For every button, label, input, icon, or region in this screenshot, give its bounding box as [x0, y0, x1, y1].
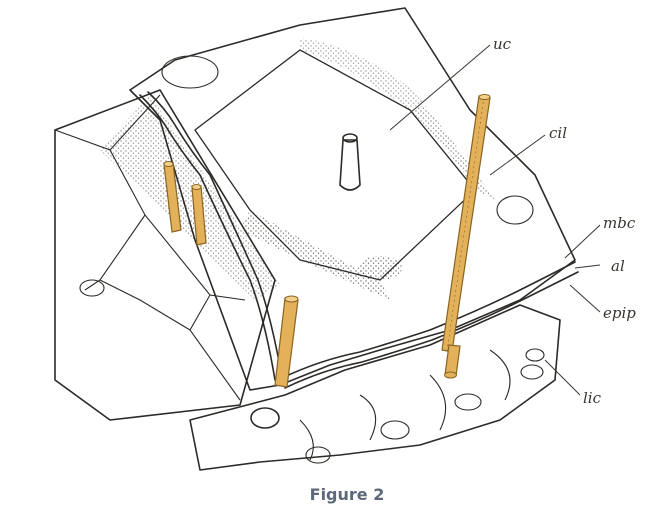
leader-lines [389, 44, 601, 396]
cilium-short-1 [163, 161, 182, 233]
cilia [163, 94, 491, 388]
cilium-short-2 [191, 184, 207, 246]
basal-cell-nucleus [250, 407, 280, 429]
cell-nucleus [79, 279, 105, 297]
label-uc: uc [493, 35, 512, 53]
cilium-lower [444, 344, 461, 379]
label-cil: cil [549, 124, 567, 142]
lower-intercellular-layer [189, 304, 561, 471]
cilium-short-3 [274, 295, 299, 388]
label-lic: lic [583, 389, 602, 407]
lic-lobe [525, 348, 545, 362]
figure-caption: Figure 2 [310, 485, 385, 504]
label-mbc: mbc [603, 214, 636, 232]
label-al: al [611, 257, 625, 275]
apical-surface [129, 7, 579, 391]
cilium-long [441, 94, 491, 353]
central-nub [339, 133, 361, 191]
label-epip: epip [603, 304, 636, 322]
